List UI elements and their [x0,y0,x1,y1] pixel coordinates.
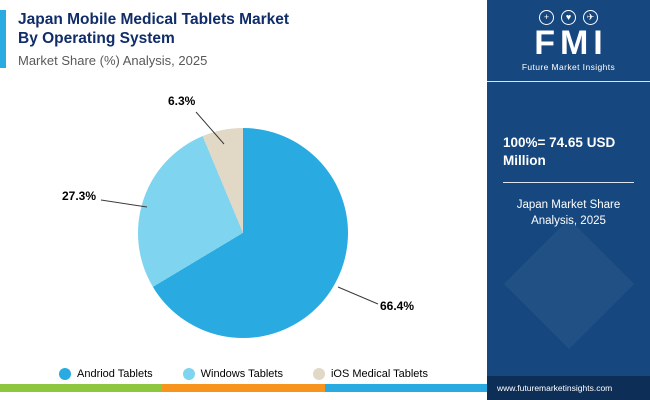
chart-subtitle: Market Share (%) Analysis, 2025 [18,53,208,68]
pie-value-label-windows: 27.3% [62,189,97,203]
panel-divider-top [487,81,650,82]
legend-label-ios: iOS Medical Tablets [330,368,428,380]
leader-line-windows [100,199,148,208]
pie-chart [138,128,348,338]
fmi-logo: + ♥ ✈ FMI Future Market Insights [487,10,650,72]
chart-header: Japan Mobile Medical Tablets Market By O… [0,10,289,68]
website-bar: www.futuremarketinsights.com [487,376,650,400]
medical-icon: ♥ [561,10,576,25]
watermark-diamond [503,218,635,350]
legend-item-android: Andriod Tablets [59,368,153,380]
stripe-segment-orange [162,384,325,392]
legend-dot-windows [182,368,195,380]
logo-tagline: Future Market Insights [521,62,616,72]
pie-value-label-android: 66.4% [380,299,415,313]
chart-title-line1: Japan Mobile Medical Tablets Market [18,11,290,28]
panel-divider-mid [503,182,634,183]
phone-icon: + [539,10,554,25]
logo-icons-row: + ♥ ✈ [487,10,650,25]
panel-caption: Japan Market Share Analysis, 2025 [516,199,621,227]
brand-panel: + ♥ ✈ FMI Future Market Insights 100%= 7… [487,0,650,400]
chart-area: Japan Mobile Medical Tablets Market By O… [0,10,487,392]
stripe-segment-blue [324,384,487,392]
leader-line-android [337,286,379,305]
market-size-stat: 100%= 74.65 USD Million [503,135,616,168]
legend-label-windows: Windows Tablets [200,368,283,380]
chart-legend: Andriod Tablets Windows Tablets iOS Medi… [0,368,487,380]
legend-dot-ios [312,368,325,380]
legend-label-android: Andriod Tablets [77,368,153,380]
stripe-segment-green [0,384,163,392]
footer-color-stripe [0,384,487,392]
legend-dot-android [59,368,71,380]
legend-item-ios: iOS Medical Tablets [312,368,428,380]
logo-letters: FMI [534,24,608,62]
plane-icon: ✈ [583,10,598,25]
chart-title-line2: By Operating System [18,30,175,47]
legend-item-windows: Windows Tablets [182,368,283,380]
pie-value-label-ios: 6.3% [168,94,196,108]
